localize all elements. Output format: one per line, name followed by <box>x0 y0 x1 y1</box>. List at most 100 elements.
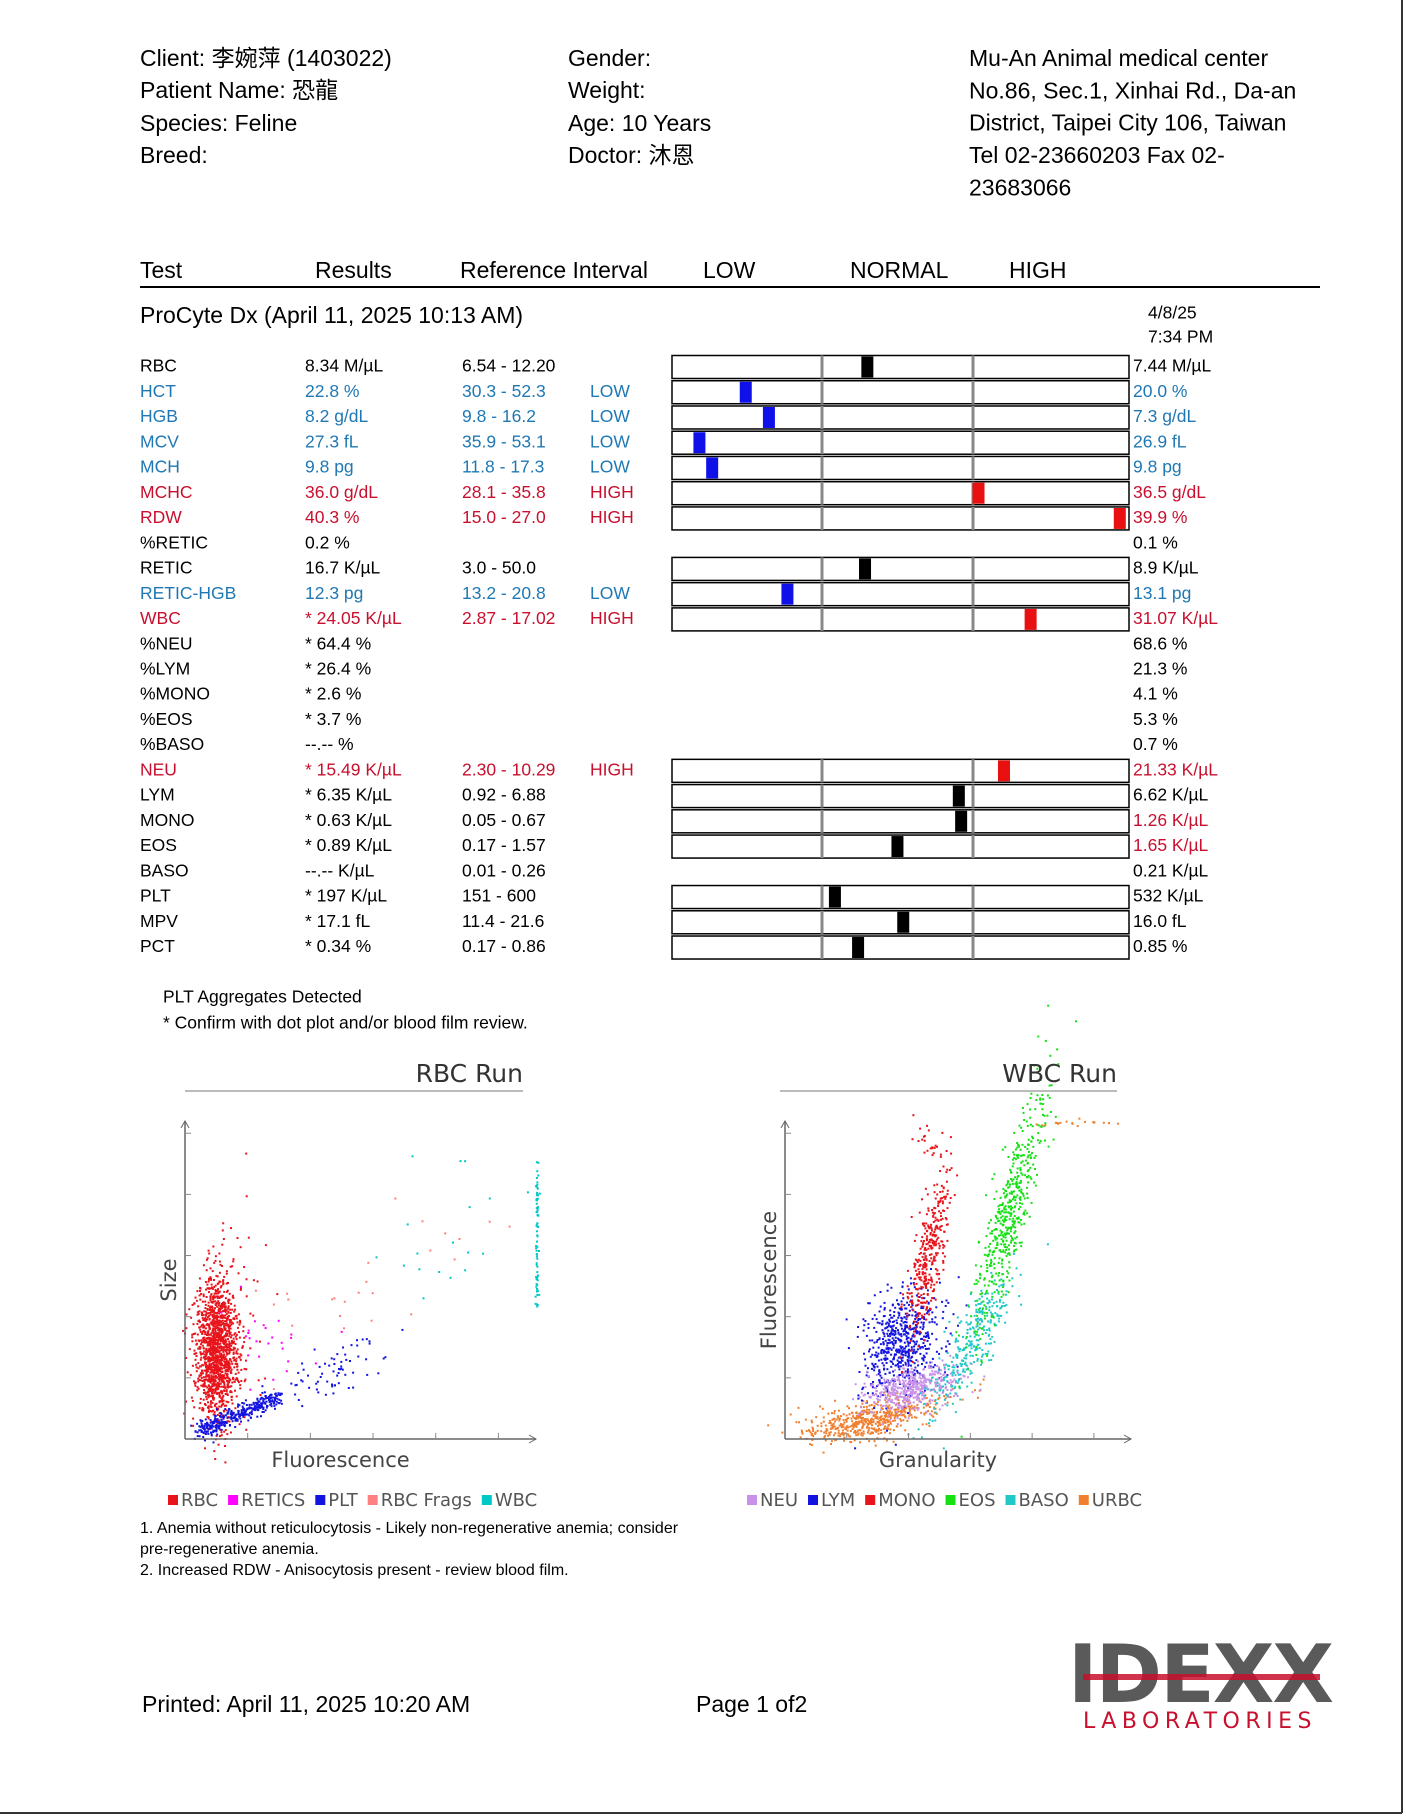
dot <box>906 1368 909 1371</box>
dot <box>328 1364 331 1367</box>
dot <box>340 1367 343 1370</box>
dot <box>259 1394 262 1396</box>
dot <box>237 1313 240 1316</box>
dot <box>218 1421 221 1424</box>
dot <box>226 1318 228 1321</box>
dot <box>196 1386 199 1389</box>
dot <box>219 1342 222 1345</box>
dot <box>333 1363 336 1365</box>
dot <box>900 1327 903 1330</box>
dot <box>923 1394 926 1397</box>
dot <box>894 1340 897 1342</box>
dot <box>1038 1141 1041 1144</box>
dot <box>218 1302 221 1305</box>
dot <box>1076 1125 1079 1128</box>
dot <box>965 1364 968 1367</box>
dot <box>223 1382 226 1384</box>
dot <box>202 1436 205 1438</box>
dot <box>920 1305 923 1308</box>
dot <box>217 1346 220 1349</box>
dot <box>994 1236 997 1239</box>
dot <box>837 1415 840 1418</box>
dot <box>887 1427 890 1430</box>
dot <box>824 1430 827 1433</box>
dot <box>934 1381 937 1384</box>
dot <box>224 1308 226 1311</box>
dot <box>939 1191 942 1193</box>
dot <box>194 1358 197 1361</box>
dot <box>891 1393 894 1396</box>
dot <box>989 1319 992 1322</box>
dot <box>899 1418 902 1421</box>
dot <box>534 1302 537 1305</box>
dot <box>245 1428 248 1431</box>
dot <box>195 1299 198 1302</box>
dot <box>888 1404 891 1407</box>
dot <box>916 1288 919 1291</box>
dot <box>905 1399 908 1402</box>
dot <box>884 1394 886 1397</box>
dot <box>896 1363 899 1366</box>
dot <box>204 1433 207 1435</box>
dot <box>1011 1198 1014 1201</box>
dot <box>883 1391 886 1394</box>
dot <box>194 1339 197 1342</box>
dot <box>975 1353 978 1356</box>
dot <box>857 1413 860 1416</box>
dot <box>889 1360 892 1363</box>
dot <box>230 1368 233 1371</box>
dot <box>934 1419 937 1422</box>
dot <box>979 1277 981 1280</box>
dot <box>931 1357 934 1360</box>
dot <box>922 1242 925 1245</box>
dot <box>921 1397 924 1400</box>
clinic-line: 23683066 <box>969 174 1071 200</box>
dot <box>976 1359 979 1362</box>
flag: HIGH <box>590 759 634 779</box>
dot <box>201 1317 204 1319</box>
dot <box>919 1264 921 1267</box>
dot <box>942 1447 945 1450</box>
dot <box>888 1424 890 1427</box>
dot <box>905 1391 908 1394</box>
dot <box>983 1284 986 1287</box>
dot <box>898 1351 901 1354</box>
dot <box>933 1146 936 1149</box>
dot <box>999 1222 1002 1225</box>
dot <box>877 1352 880 1355</box>
dot <box>1027 1169 1030 1171</box>
dot <box>215 1292 218 1295</box>
dot <box>873 1369 876 1372</box>
dot <box>218 1350 221 1353</box>
dot <box>1012 1221 1015 1224</box>
dot <box>866 1426 868 1429</box>
dot <box>213 1450 216 1453</box>
dot <box>536 1177 538 1179</box>
dot <box>210 1366 212 1369</box>
dot <box>931 1290 934 1293</box>
dot <box>245 1359 247 1362</box>
dot <box>833 1410 836 1412</box>
dot <box>885 1407 888 1410</box>
dot <box>916 1273 918 1276</box>
dot <box>860 1432 863 1434</box>
dot <box>215 1357 218 1359</box>
dot <box>219 1263 222 1266</box>
dot <box>207 1304 210 1307</box>
header-field: Species: Feline <box>140 110 297 136</box>
dot <box>901 1285 904 1288</box>
dot <box>215 1332 218 1335</box>
dot <box>845 1414 848 1417</box>
reference: 0.17 - 1.57 <box>462 835 546 855</box>
dot <box>280 1399 283 1402</box>
dot <box>908 1378 911 1381</box>
dot <box>890 1406 893 1409</box>
dot <box>203 1361 206 1364</box>
dot <box>946 1374 949 1377</box>
dot <box>224 1429 227 1431</box>
dot <box>207 1394 209 1397</box>
dot <box>908 1414 911 1417</box>
dot <box>876 1412 879 1415</box>
result: 12.3 pg <box>305 583 363 603</box>
dot <box>882 1338 884 1340</box>
